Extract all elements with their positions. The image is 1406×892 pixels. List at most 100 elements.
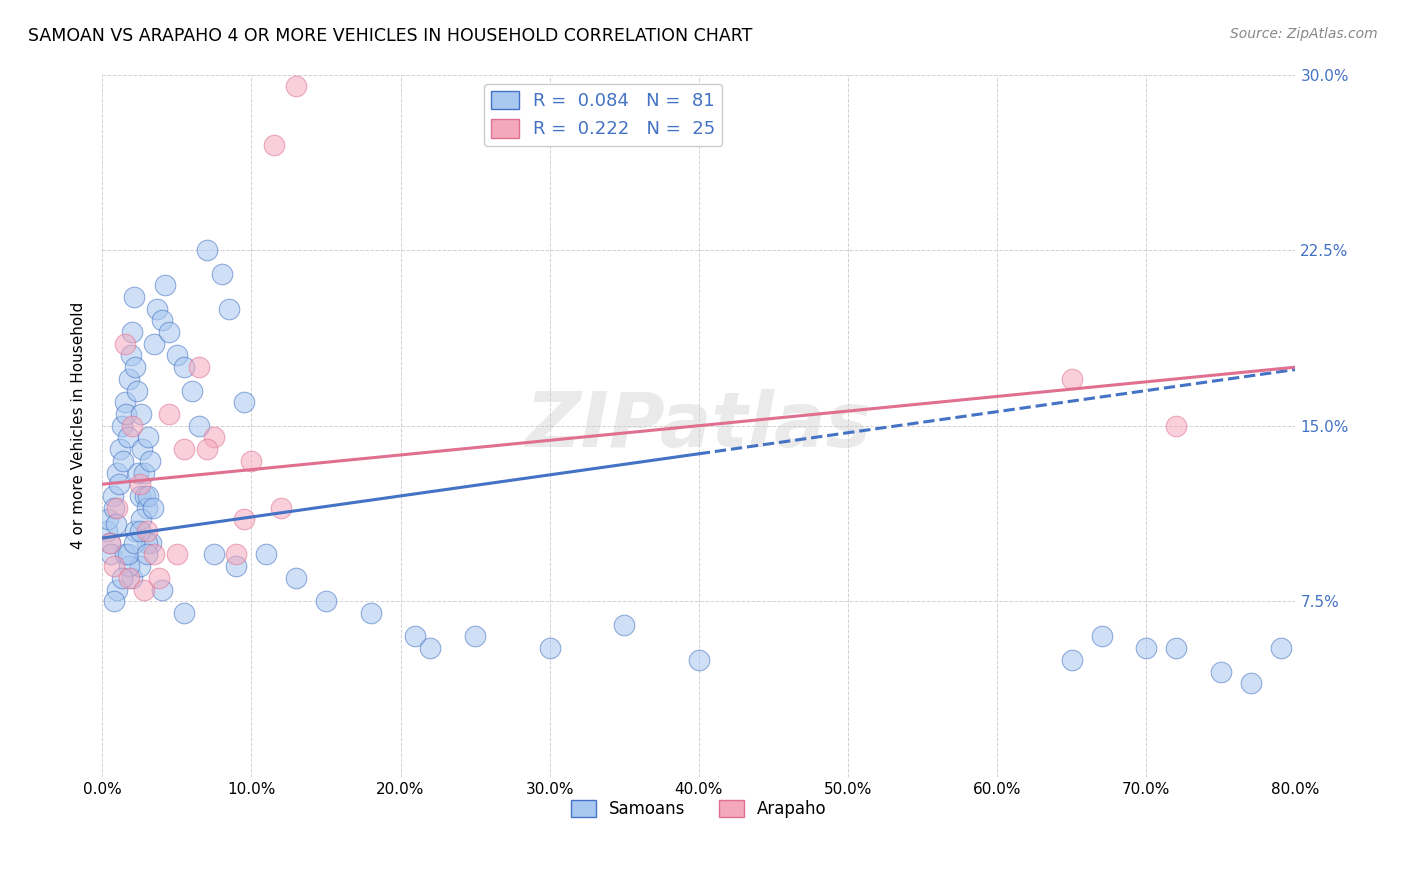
Samoans [121,325,143,339]
Samoans [132,466,155,480]
Arapaho [173,442,195,456]
Samoans [688,653,710,667]
Text: Source: ZipAtlas.com: Source: ZipAtlas.com [1230,27,1378,41]
Samoans [153,278,176,293]
Arapaho [195,442,218,456]
Samoans [1209,665,1232,679]
Arapaho [114,336,136,351]
Samoans [1240,676,1263,690]
Samoans [118,559,141,574]
Arapaho [1060,372,1083,386]
Samoans [157,325,180,339]
Samoans [138,430,160,444]
Samoans [128,489,150,503]
Samoans [173,606,195,620]
Text: SAMOAN VS ARAPAHO 4 OR MORE VEHICLES IN HOUSEHOLD CORRELATION CHART: SAMOAN VS ARAPAHO 4 OR MORE VEHICLES IN … [28,27,752,45]
Samoans [97,512,120,526]
Samoans [124,524,146,538]
Samoans [139,454,162,468]
Samoans [127,466,149,480]
Samoans [96,524,118,538]
Samoans [538,641,561,656]
Legend: Samoans, Arapaho: Samoans, Arapaho [564,793,834,825]
Arapaho [143,548,166,562]
Samoans [108,442,131,456]
Samoans [120,348,142,362]
Samoans [101,489,124,503]
Samoans [112,454,135,468]
Arapaho [132,582,155,597]
Arapaho [121,418,143,433]
Arapaho [128,477,150,491]
Arapaho [148,571,170,585]
Samoans [121,571,143,585]
Samoans [103,594,125,608]
Arapaho [240,454,263,468]
Samoans [128,524,150,538]
Samoans [285,571,308,585]
Samoans [613,617,636,632]
Samoans [202,548,225,562]
Samoans [188,418,211,433]
Samoans [142,500,165,515]
Samoans [360,606,382,620]
Samoans [107,477,129,491]
Samoans [117,548,139,562]
Samoans [166,348,188,362]
Samoans [136,535,159,549]
Samoans [136,548,159,562]
Arapaho [118,571,141,585]
Arapaho [98,535,121,549]
Samoans [1060,653,1083,667]
Arapaho [285,79,308,94]
Samoans [105,582,128,597]
Arapaho [1166,418,1188,433]
Samoans [1270,641,1292,656]
Samoans [125,384,148,398]
Samoans [173,360,195,375]
Samoans [146,301,169,316]
Arapaho [225,548,247,562]
Arapaho [103,559,125,574]
Arapaho [232,512,254,526]
Arapaho [270,500,292,515]
Samoans [404,629,426,643]
Samoans [315,594,337,608]
Samoans [254,548,277,562]
Samoans [150,313,173,327]
Y-axis label: 4 or more Vehicles in Household: 4 or more Vehicles in Household [72,302,86,549]
Samoans [1090,629,1112,643]
Samoans [122,290,145,304]
Samoans [124,360,146,375]
Samoans [118,372,141,386]
Samoans [211,267,233,281]
Arapaho [136,524,159,538]
Text: ZIPatlas: ZIPatlas [526,389,872,463]
Samoans [225,559,247,574]
Samoans [98,535,121,549]
Arapaho [166,548,188,562]
Samoans [129,512,152,526]
Samoans [150,582,173,597]
Samoans [195,243,218,257]
Arapaho [105,500,128,515]
Samoans [104,516,127,531]
Samoans [1135,641,1157,656]
Samoans [136,500,159,515]
Samoans [232,395,254,409]
Samoans [110,418,132,433]
Samoans [134,489,156,503]
Arapaho [263,137,285,152]
Samoans [122,535,145,549]
Samoans [103,500,125,515]
Samoans [117,430,139,444]
Samoans [114,395,136,409]
Samoans [141,535,163,549]
Samoans [105,466,128,480]
Samoans [180,384,202,398]
Samoans [1166,641,1188,656]
Samoans [138,489,160,503]
Samoans [143,336,166,351]
Samoans [419,641,441,656]
Arapaho [188,360,211,375]
